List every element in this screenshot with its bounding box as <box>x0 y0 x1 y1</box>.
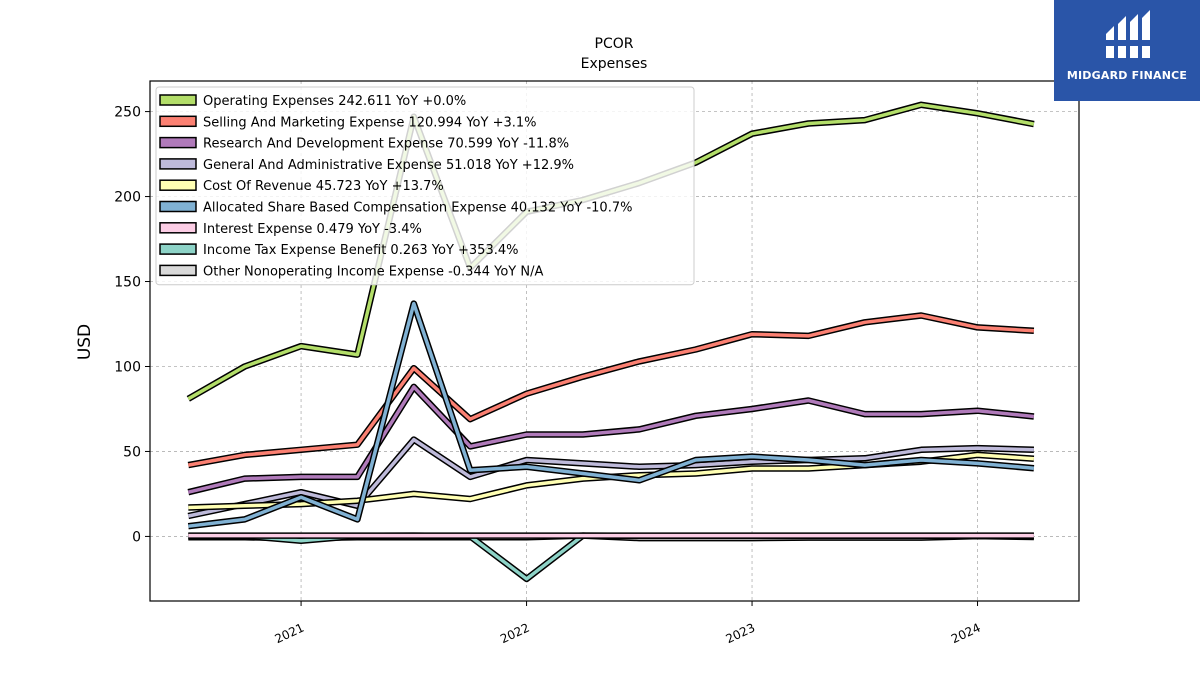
y-tick-label: 200 <box>114 190 141 206</box>
legend-entry: Operating Expenses 242.611 YoY +0.0% <box>203 94 466 109</box>
y-tick-label: 0 <box>132 529 141 545</box>
plot-frame <box>149 80 1080 602</box>
y-tick-label: 150 <box>114 275 141 291</box>
midgard-logo-icon <box>1106 10 1150 58</box>
legend-swatch <box>159 158 197 170</box>
chart-title: PCOR <box>595 36 634 52</box>
y-tick-label: 100 <box>114 359 141 375</box>
legend-swatch <box>159 222 197 234</box>
series-outline-income-tax-expense-benefit <box>188 532 1034 583</box>
legend-swatch <box>159 136 197 149</box>
legend: Operating Expenses 242.611 YoY +0.0% Sell… <box>155 86 695 286</box>
series-line-allocated-share-based-compensation-expense <box>188 301 1035 528</box>
chart-subtitle: Expenses <box>581 56 648 72</box>
legend-entry: Allocated Share Based Compensation Expen… <box>203 201 632 216</box>
x-tick-label: 2022 <box>498 621 532 647</box>
legend-swatch <box>159 179 197 191</box>
y-tick-label: 250 <box>114 105 141 121</box>
legend-swatch <box>159 200 197 213</box>
legend-entry: Research And Development Expense 70.599 … <box>203 137 569 152</box>
legend-entry: Income Tax Expense Benefit 0.263 YoY +35… <box>203 243 518 258</box>
legend-swatch <box>159 94 197 106</box>
brand-name: MIDGARD FINANCE <box>1066 69 1188 82</box>
brand-logo: MIDGARD FINANCE <box>1054 0 1200 101</box>
legend-swatch <box>159 115 197 128</box>
y-tick-label: 50 <box>123 444 141 460</box>
legend-swatch <box>159 264 197 277</box>
series-outline-selling-and-marketing-expense <box>187 312 1035 469</box>
x-tick-label: 2023 <box>724 621 758 647</box>
series-line-research-and-development-expense <box>187 385 1035 494</box>
series-line-general-and-administrative-expense <box>187 437 1034 518</box>
legend-entry: Selling And Marketing Expense 120.994 Yo… <box>203 115 537 130</box>
legend-entry: Other Nonoperating Income Expense -0.344… <box>203 264 543 279</box>
y-axis-label: USD <box>75 324 95 360</box>
x-tick-label: 2021 <box>273 621 307 647</box>
legend-box <box>155 86 695 286</box>
legend-entry: Interest Expense 0.479 YoY -3.4% <box>203 222 422 237</box>
series-line-selling-and-marketing-expense <box>187 313 1035 467</box>
legend-entry: General And Administrative Expense 51.01… <box>203 158 574 173</box>
legend-swatch <box>159 243 197 255</box>
legend-entry: Cost Of Revenue 45.723 YoY +13.7% <box>203 179 444 194</box>
x-tick-label: 2024 <box>949 621 983 647</box>
